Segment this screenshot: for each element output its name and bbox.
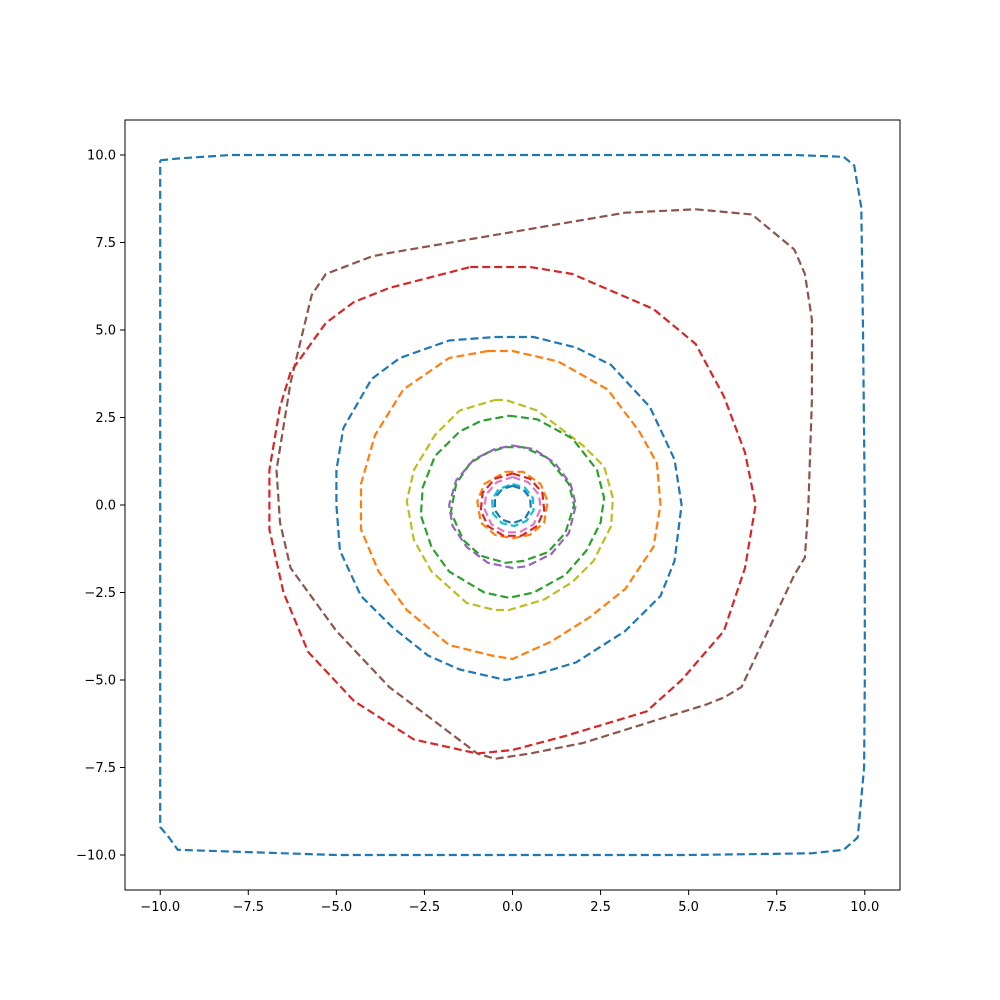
x-tick-label: 2.5 (590, 900, 611, 915)
contour-series-11 (479, 472, 546, 537)
y-tick-label: 5.0 (95, 324, 116, 339)
y-axis: −10.0 −7.5 −5.0 −2.5 0.0 2.5 5.0 7.5 10.0 (76, 149, 125, 864)
y-tick-label: −10.0 (76, 849, 116, 864)
contour-series-14 (493, 484, 532, 525)
x-axis: −10.0 −7.5 −5.0 −2.5 0.0 2.5 5.0 7.5 10.0 (140, 890, 879, 915)
x-tick-label: −2.5 (409, 900, 441, 915)
contour-series-3 (268, 265, 757, 755)
contour-series-9 (448, 444, 578, 570)
y-tick-label: 2.5 (95, 411, 116, 426)
y-tick-label: 0.0 (95, 499, 116, 514)
y-tick-label: −7.5 (84, 761, 116, 776)
contour-series-1 (159, 153, 866, 857)
x-tick-label: 0.0 (502, 900, 523, 915)
contour-series-7 (419, 414, 606, 599)
contour-series-6 (405, 398, 615, 612)
contour-series-4 (335, 335, 683, 682)
y-tick-label: 10.0 (87, 149, 116, 164)
x-tick-label: −5.0 (321, 900, 353, 915)
contour-series-13 (491, 482, 535, 528)
contour-series-12 (483, 475, 542, 534)
x-tick-label: 10.0 (850, 900, 879, 915)
x-tick-label: 5.0 (678, 900, 699, 915)
contour-series-8 (449, 446, 576, 564)
series-layer (159, 153, 866, 857)
y-tick-label: −5.0 (84, 674, 116, 689)
x-tick-label: −10.0 (140, 900, 180, 915)
x-tick-label: 7.5 (766, 900, 787, 915)
y-tick-label: 7.5 (95, 236, 116, 251)
contour-series-5 (359, 349, 662, 661)
y-tick-label: −2.5 (84, 586, 116, 601)
x-tick-label: −7.5 (233, 900, 265, 915)
